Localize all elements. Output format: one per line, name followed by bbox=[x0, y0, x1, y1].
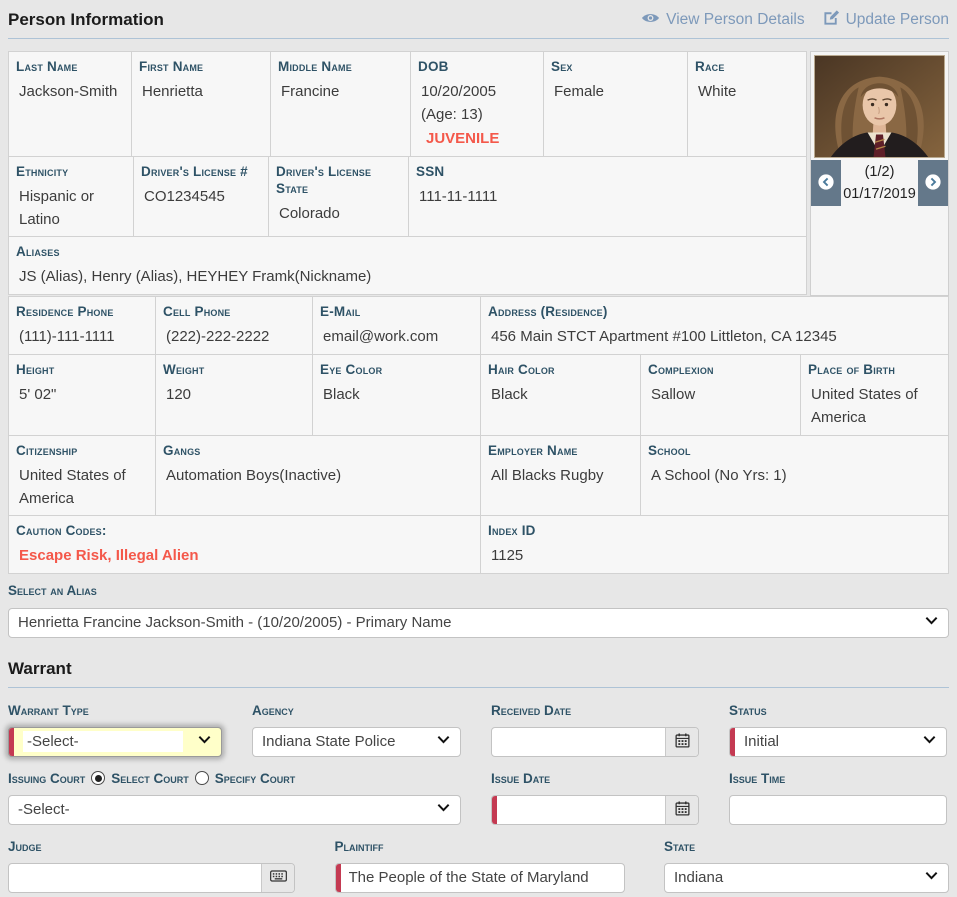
field-caution-codes: Caution Codes: Escape Risk, Illegal Alie… bbox=[9, 516, 480, 573]
photo-caption: (1/2) 01/17/2019 bbox=[841, 160, 918, 206]
field-weight: Weight 120 bbox=[156, 355, 312, 435]
field-school: School A School (No Yrs: 1) bbox=[641, 436, 948, 516]
affiliation-row: Citizenship United States of America Gan… bbox=[8, 435, 949, 517]
photo-next-button[interactable] bbox=[918, 160, 948, 206]
judge-input[interactable] bbox=[9, 863, 261, 892]
calendar-icon bbox=[674, 800, 690, 819]
field-complexion: Complexion Sallow bbox=[641, 355, 800, 435]
received-date-field: Received Date bbox=[491, 703, 699, 757]
field-address-residence: Address (Residence) 456 Main STCT Apartm… bbox=[481, 297, 948, 354]
field-drivers-license-state: Driver's License State Colorado bbox=[269, 157, 408, 237]
field-ethnicity: Ethnicity Hispanic or Latino bbox=[9, 157, 133, 237]
keyboard-icon bbox=[269, 870, 287, 885]
issuing-court-field: Issuing Court Select Court Specify Court… bbox=[8, 771, 461, 825]
field-last-name: Last Name Jackson-Smith bbox=[9, 52, 131, 156]
chevron-down-icon bbox=[436, 800, 451, 820]
status-select[interactable]: Initial bbox=[729, 726, 947, 757]
license-row: Ethnicity Hispanic or Latino Driver's Li… bbox=[8, 156, 807, 238]
update-person-link[interactable]: Update Person bbox=[823, 9, 949, 31]
arrow-left-circle-icon bbox=[818, 173, 834, 193]
chevron-down-icon bbox=[922, 732, 937, 752]
field-eye-color: Eye Color Black bbox=[313, 355, 480, 435]
warrant-type-field: Warrant Type -Select- bbox=[8, 703, 222, 757]
field-employer-name: Employer Name All Blacks Rugby bbox=[481, 436, 640, 516]
field-height: Height 5' 02" bbox=[9, 355, 155, 435]
received-date-input[interactable] bbox=[492, 727, 665, 756]
issue-date-field: Issue Date bbox=[491, 771, 699, 825]
photo-panel: (1/2) 01/17/2019 bbox=[810, 51, 949, 296]
required-marker bbox=[730, 727, 735, 756]
judge-keyboard-button[interactable] bbox=[261, 863, 294, 892]
issue-date-calendar-button[interactable] bbox=[665, 795, 698, 824]
field-cell-phone: Cell Phone (222)-222-2222 bbox=[156, 297, 312, 354]
arrow-right-circle-icon bbox=[925, 173, 941, 193]
photo-carousel-nav: (1/2) 01/17/2019 bbox=[811, 160, 948, 206]
field-citizenship: Citizenship United States of America bbox=[9, 436, 155, 516]
field-index-id: Index ID 1125 bbox=[481, 516, 948, 573]
calendar-icon bbox=[674, 732, 690, 751]
eye-icon bbox=[641, 11, 660, 30]
field-email: E-Mail email@work.com bbox=[313, 297, 480, 354]
chevron-down-icon bbox=[924, 613, 939, 633]
plaintiff-field: Plaintiff bbox=[334, 839, 625, 893]
field-gangs: Gangs Automation Boys(Inactive) bbox=[156, 436, 480, 516]
state-select[interactable]: Indiana bbox=[664, 862, 949, 893]
select-an-alias-label: Select an Alias bbox=[8, 582, 97, 598]
field-ssn: SSN 111-11-1111 bbox=[409, 157, 806, 237]
field-residence-phone: Residence Phone (111)-111-1111 bbox=[9, 297, 155, 354]
caution-row: Caution Codes: Escape Risk, Illegal Alie… bbox=[8, 515, 949, 574]
status-field: Status Initial bbox=[729, 703, 947, 757]
field-middle-name: Middle Name Francine bbox=[271, 52, 410, 156]
issue-date-input[interactable] bbox=[497, 795, 665, 824]
chevron-down-icon bbox=[197, 732, 212, 752]
received-date-calendar-button[interactable] bbox=[665, 727, 698, 756]
field-aliases: Aliases JS (Alias), Henry (Alias), HEYHE… bbox=[9, 237, 806, 294]
judge-field: Judge bbox=[8, 839, 295, 893]
contact-row: Residence Phone (111)-111-1111 Cell Phon… bbox=[8, 296, 949, 355]
plaintiff-input[interactable] bbox=[340, 863, 624, 892]
field-drivers-license-number: Driver's License # CO1234545 bbox=[134, 157, 268, 237]
select-court-radio[interactable] bbox=[91, 771, 106, 785]
aliases-row: Aliases JS (Alias), Henry (Alias), HEYHE… bbox=[8, 236, 807, 295]
field-dob: DOB 10/20/2005 (Age: 13) JUVENILE bbox=[411, 52, 543, 156]
caution-codes-value: Escape Risk, Illegal Alien bbox=[19, 547, 199, 565]
warrant-type-select[interactable]: -Select- bbox=[8, 726, 222, 757]
warrant-section-title: Warrant bbox=[8, 659, 949, 688]
state-field: State Indiana bbox=[664, 839, 949, 893]
field-first-name: First Name Henrietta bbox=[132, 52, 270, 156]
required-marker bbox=[492, 795, 497, 824]
chevron-down-icon bbox=[436, 732, 451, 752]
page-header: Person Information View Person Details U… bbox=[8, 0, 949, 39]
view-person-details-link[interactable]: View Person Details bbox=[641, 11, 805, 30]
field-hair-color: Hair Color Black bbox=[481, 355, 640, 435]
field-place-of-birth: Place of Birth United States of America bbox=[801, 355, 948, 435]
issue-time-input[interactable] bbox=[729, 794, 947, 825]
header-actions: View Person Details Update Person bbox=[641, 9, 949, 31]
physical-row: Height 5' 02" Weight 120 Eye Color Black… bbox=[8, 354, 949, 436]
photo-prev-button[interactable] bbox=[811, 160, 841, 206]
chevron-down-icon bbox=[924, 868, 939, 888]
agency-select[interactable]: Indiana State Police bbox=[252, 726, 461, 757]
required-marker bbox=[335, 863, 341, 892]
juvenile-badge: JUVENILE bbox=[426, 130, 500, 148]
mugshot-photo bbox=[814, 55, 945, 158]
alias-select[interactable]: Henrietta Francine Jackson-Smith - (10/2… bbox=[8, 607, 949, 638]
edit-pencil-icon bbox=[823, 9, 840, 31]
photo-page-indicator: (1/2) bbox=[864, 164, 895, 180]
photo-date: 01/17/2019 bbox=[843, 186, 916, 203]
field-sex: Sex Female bbox=[544, 52, 687, 156]
issuing-court-select[interactable]: -Select- bbox=[8, 794, 461, 825]
issue-time-field: Issue Time bbox=[729, 771, 947, 825]
agency-field: Agency Indiana State Police bbox=[252, 703, 461, 757]
name-row: Last Name Jackson-Smith First Name Henri… bbox=[8, 51, 807, 157]
required-marker bbox=[9, 727, 14, 756]
specify-court-radio[interactable] bbox=[194, 771, 209, 785]
field-race: Race White bbox=[688, 52, 806, 156]
page-title: Person Information bbox=[8, 10, 164, 29]
